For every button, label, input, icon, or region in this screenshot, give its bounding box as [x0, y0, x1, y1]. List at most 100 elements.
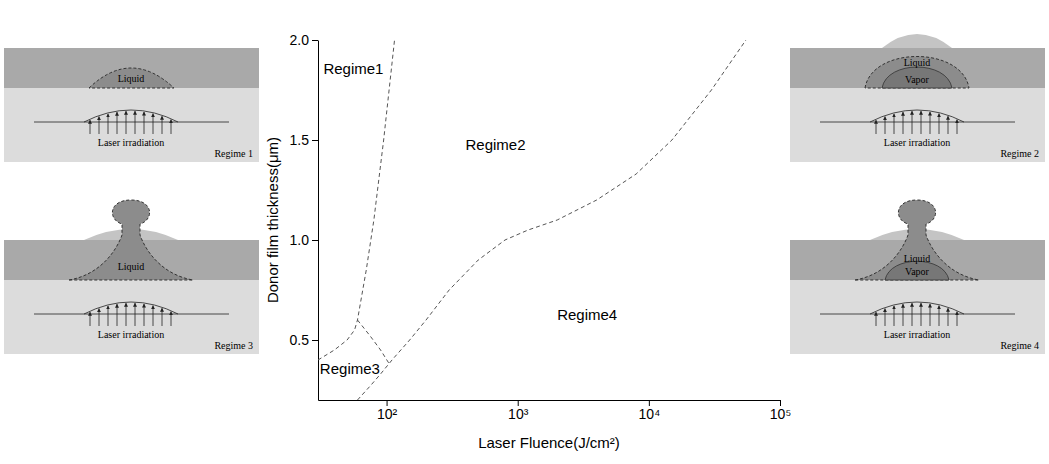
boundary-line — [357, 40, 745, 400]
laser-arrow — [957, 312, 958, 326]
inset: Liquid Laser irradiation Regime 3 — [4, 200, 259, 354]
regime-label: Regime4 — [557, 306, 617, 323]
x-axis: 10² 10³ 10⁴ 10⁵ — [319, 400, 792, 422]
laser-arrow — [99, 309, 100, 326]
laser-arrow — [108, 114, 109, 134]
substrate — [4, 88, 259, 162]
laser-arrow — [162, 116, 163, 134]
liquid-label: Liquid — [118, 261, 145, 272]
laser-arrow — [957, 120, 958, 134]
donor-film — [4, 48, 259, 88]
liquid — [89, 68, 174, 88]
laser-arrow — [876, 312, 877, 326]
inset: VaporLiquidLaser irradiationRegime 4 — [790, 200, 1045, 354]
liquid — [865, 57, 969, 89]
regime-label: Regime1 — [323, 60, 383, 77]
inset-label: Regime 1 — [214, 148, 253, 159]
donor-film — [790, 48, 1045, 88]
laser-arrow — [903, 112, 904, 134]
tick-label: 1.0 — [290, 232, 310, 248]
inset: Vapor Liquid Laser irradiation Regime 2 — [790, 34, 1045, 162]
laser-arrow — [135, 303, 136, 326]
laser-profile — [84, 302, 178, 314]
substrate — [790, 88, 1045, 162]
laser-line — [34, 122, 229, 123]
inset: LiquidLaser irradiationRegime 1 — [4, 48, 259, 162]
vapor-label: Vapor — [905, 74, 930, 85]
laser-label: Laser irradiation — [884, 329, 950, 340]
chart: 10²10³10⁴10⁵0.51.01.52.0Laser Fluence(J/… — [0, 0, 1049, 464]
laser-arrow — [876, 120, 877, 134]
tick: 1.5 — [290, 132, 318, 148]
laser-arrow — [921, 303, 922, 326]
tick: 10³ — [508, 400, 529, 422]
frame — [318, 40, 780, 41]
laser-arrow — [117, 304, 118, 326]
laser-arrow — [885, 117, 886, 134]
tick: 10² — [377, 400, 398, 422]
laser-line — [34, 314, 229, 315]
laser-arrow — [948, 308, 949, 326]
laser-arrow — [126, 303, 127, 326]
inset-label: Regime 4 — [1000, 340, 1039, 351]
laser-arrow — [144, 304, 145, 326]
laser-arrow — [90, 120, 91, 134]
laser-arrow — [930, 304, 931, 326]
laser-arrow — [930, 112, 931, 134]
tick: 2.0 — [290, 32, 318, 48]
laser-arrow — [162, 308, 163, 326]
laser-arrow — [912, 303, 913, 326]
tick-mark — [312, 240, 318, 241]
tick: 1.0 — [290, 232, 318, 248]
x-axis-title: Laser Fluence(J/cm²) — [478, 434, 620, 451]
tick-label: 2.0 — [290, 32, 310, 48]
plot-area — [318, 40, 746, 400]
tick: 10⁵ — [770, 400, 791, 422]
regime-label: Regime2 — [466, 136, 526, 153]
laser-arrow — [144, 112, 145, 134]
laser-arrow — [171, 120, 172, 134]
boundary-line — [318, 40, 395, 360]
tick-mark — [312, 140, 318, 141]
laser-profile — [870, 302, 964, 314]
tick-label: 10² — [377, 406, 398, 422]
liquid-label: Liquid — [904, 57, 931, 68]
tick-label: 10⁵ — [770, 406, 791, 422]
laser-arrow — [108, 306, 109, 326]
laser-label: Laser irradiation — [98, 329, 164, 340]
laser-arrow — [885, 309, 886, 326]
laser-line — [820, 122, 1015, 123]
tick-label: 10³ — [508, 406, 529, 422]
laser-arrow — [939, 114, 940, 134]
laser-arrow — [894, 306, 895, 326]
laser-arrow — [153, 306, 154, 326]
y-axis: 0.51.01.52.0 — [290, 32, 319, 401]
laser-arrow — [153, 114, 154, 134]
bulge — [882, 34, 952, 48]
tick: 10⁴ — [639, 400, 661, 422]
tick-label: 1.5 — [290, 132, 310, 148]
tick-mark — [312, 340, 318, 341]
laser-profile — [870, 110, 964, 122]
liquid — [855, 200, 979, 280]
inset-label: Regime 2 — [1000, 148, 1039, 159]
laser-arrow — [90, 312, 91, 326]
laser-arrow — [903, 304, 904, 326]
vapor — [882, 67, 952, 88]
boundary-line — [357, 320, 389, 364]
y-axis-title: Donor film thickness(μm) — [264, 137, 281, 303]
laser-line — [820, 314, 1015, 315]
laser-arrow — [99, 117, 100, 134]
laser-arrow — [117, 112, 118, 134]
liquid — [69, 200, 193, 280]
laser-arrow — [939, 306, 940, 326]
laser-label: Laser irradiation — [884, 137, 950, 148]
axis-line — [318, 41, 319, 401]
laser-profile — [84, 110, 178, 122]
tick-mark — [312, 40, 318, 41]
substrate — [790, 280, 1045, 354]
regime-label: Regime3 — [320, 360, 380, 377]
vapor — [885, 261, 949, 280]
inset-label: Regime 3 — [214, 340, 253, 351]
substrate — [4, 280, 259, 354]
